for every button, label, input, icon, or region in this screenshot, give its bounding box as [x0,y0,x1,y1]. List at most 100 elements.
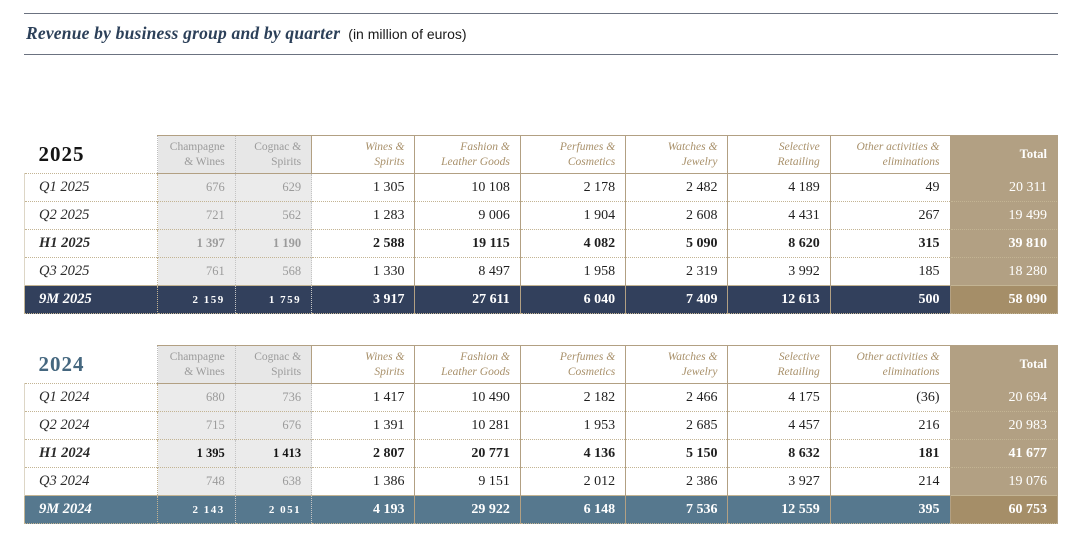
page-title: Revenue by business group and by quarter [26,23,341,43]
value-cell: 2 182 [519,383,626,412]
value-cell: 1 417 [311,383,415,412]
value-cell: 185 [829,257,951,286]
value-cell: 5 150 [625,439,728,468]
year-cell: 2024 [24,345,158,384]
value-cell: 1 330 [311,257,415,286]
column-header: Wines & Spirits [311,135,416,174]
column-header: Champagne & Wines [157,135,236,174]
year-cell: 2025 [24,135,158,174]
revenue-table-2025: 2025 Champagne & Wines Cognac & Spirits Win… [23,135,1059,314]
value-cell: 4 457 [727,411,831,440]
value-cell: 2 159 [157,285,236,314]
value-cell: 18 280 [949,257,1059,286]
value-cell: 2 386 [625,467,728,496]
value-cell: 676 [234,411,312,440]
title-bar: Revenue by business group and by quarter… [24,14,1058,54]
value-cell: 20 311 [949,173,1059,202]
row-label: Q1 2024 [23,383,159,412]
value-cell: 2 178 [519,173,626,202]
column-header: Perfumes & Cosmetics [519,345,627,384]
value-cell: 1 397 [157,229,236,258]
value-cell: 315 [829,229,951,258]
row-label: 9M 2024 [23,495,159,524]
table-row: H1 2024 1 395 1 413 2 807 20 771 4 136 5 150 8 … [23,439,1059,468]
value-cell: 9 006 [414,201,521,230]
value-cell: 60 753 [949,495,1059,524]
value-cell: 680 [157,383,236,412]
row-label: Q1 2025 [23,173,159,202]
value-cell: 58 090 [949,285,1059,314]
value-cell: 3 917 [311,285,415,314]
top-rule [24,13,1058,14]
value-cell: 20 983 [949,411,1059,440]
column-header: Other activities & eliminations [829,135,951,174]
value-cell: 721 [157,201,236,230]
value-cell: 1 395 [157,439,236,468]
column-header: Other activities & eliminations [829,345,951,384]
table-row: Q2 2024 715 676 1 391 10 281 1 953 2 685 4 457 2… [23,411,1059,440]
value-cell: 10 490 [414,383,521,412]
value-cell: 12 613 [727,285,831,314]
table-row: Q3 2025 761 568 1 330 8 497 1 958 2 319 3 992 18… [23,257,1059,286]
value-cell: 4 193 [311,495,415,524]
value-cell: 395 [829,495,951,524]
column-header: Fashion & Leather Goods [414,135,521,174]
value-cell: (36) [829,383,951,412]
value-cell: 629 [234,173,312,202]
row-label: Q2 2024 [23,411,159,440]
value-cell: 715 [157,411,236,440]
value-cell: 500 [829,285,951,314]
value-cell: 39 810 [949,229,1059,258]
column-header: Watches & Jewelry [625,345,729,384]
row-label: 9M 2025 [23,285,159,314]
row-label: Q3 2025 [23,257,159,286]
value-cell: 19 115 [414,229,521,258]
row-label: Q2 2025 [23,201,159,230]
header-row: 2025 Champagne & Wines Cognac & Spirits Win… [24,135,1059,174]
column-header: Selective Retailing [727,135,831,174]
value-cell: 10 108 [414,173,521,202]
value-cell: 2 466 [625,383,728,412]
value-cell: 19 076 [949,467,1059,496]
value-cell: 748 [157,467,236,496]
value-cell: 1 386 [311,467,415,496]
value-cell: 4 431 [727,201,831,230]
value-cell: 1 953 [519,411,626,440]
value-cell: 676 [157,173,236,202]
value-cell: 2 482 [625,173,728,202]
value-cell: 4 189 [727,173,831,202]
table-row: Q1 2024 680 736 1 417 10 490 2 182 2 466 4 175(… [23,383,1059,412]
row-label: H1 2024 [23,439,159,468]
value-cell: 10 281 [414,411,521,440]
value-cell: 214 [829,467,951,496]
value-cell: 2 807 [311,439,415,468]
column-header: Total [949,135,1059,174]
value-cell: 20 694 [949,383,1059,412]
value-cell: 2 051 [234,495,312,524]
value-cell: 568 [234,257,312,286]
column-header: Watches & Jewelry [625,135,729,174]
column-header: Cognac & Spirits [234,345,313,384]
value-cell: 562 [234,201,312,230]
column-header: Selective Retailing [727,345,831,384]
quarterly-table: 2024 Champagne & Wines Cognac & Spirits Win… [23,345,1059,524]
value-cell: 27 611 [414,285,521,314]
value-cell: 12 559 [727,495,831,524]
value-cell: 2 319 [625,257,728,286]
value-cell: 6 040 [519,285,626,314]
value-cell: 4 175 [727,383,831,412]
column-header: Fashion & Leather Goods [414,345,521,384]
table-row: 9M 2025 2 159 1 759 3 917 27 611 6 040 7 409 12… [23,285,1059,314]
year-label: 2025 [38,142,85,167]
value-cell: 181 [829,439,951,468]
revenue-table-2024: 2024 Champagne & Wines Cognac & Spirits Win… [23,345,1059,524]
value-cell: 1 904 [519,201,626,230]
report-page: Revenue by business group and by quarter… [0,13,1080,524]
value-cell: 20 771 [414,439,521,468]
value-cell: 1 283 [311,201,415,230]
row-label: H1 2025 [23,229,159,258]
value-cell: 761 [157,257,236,286]
value-cell: 1 958 [519,257,626,286]
value-cell: 1 391 [311,411,415,440]
value-cell: 49 [829,173,951,202]
